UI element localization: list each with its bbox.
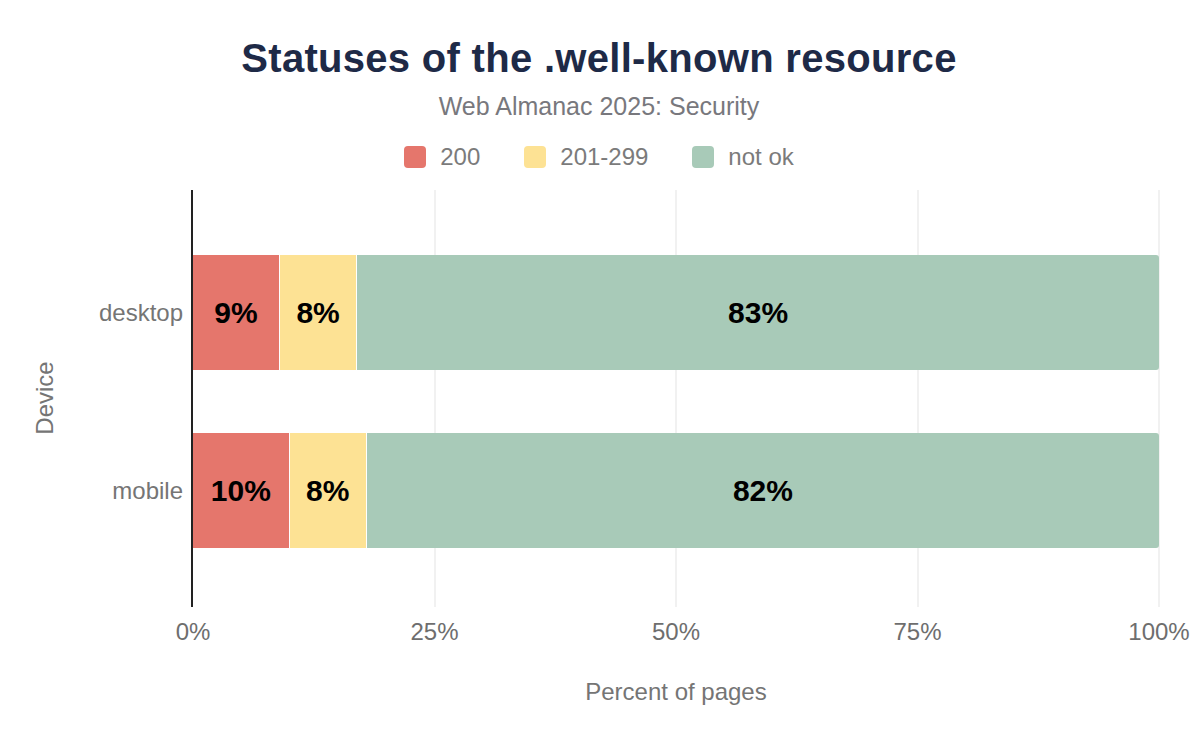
bar-row-desktop: 9% 8% 83%: [193, 255, 1159, 370]
y-axis-title: Device: [31, 361, 59, 434]
plot-area: 9% 8% 83% 10% 8% 82%: [193, 190, 1159, 607]
legend-item: 200: [404, 143, 480, 171]
x-tick-100: 100%: [1128, 618, 1189, 646]
category-label-desktop: desktop: [0, 298, 183, 328]
bar-value-label: 10%: [211, 474, 271, 508]
category-label-mobile: mobile: [0, 476, 183, 506]
bar-value-label: 83%: [728, 296, 788, 330]
legend-swatch: [692, 146, 714, 168]
x-tick-50: 50%: [652, 618, 700, 646]
legend-item: not ok: [692, 143, 793, 171]
bar-segment-desktop-not ok: 83%: [357, 255, 1159, 370]
x-tick-75: 75%: [893, 618, 941, 646]
bar-row-mobile: 10% 8% 82%: [193, 433, 1159, 548]
bar-value-label: 9%: [214, 296, 257, 330]
legend-label: not ok: [728, 143, 793, 171]
legend: 200 201-299 not ok: [0, 143, 1198, 171]
x-axis-ticks: 0%25%50%75%100%: [193, 618, 1159, 648]
legend-swatch: [404, 146, 426, 168]
x-tick-25: 25%: [410, 618, 458, 646]
legend-label: 200: [440, 143, 480, 171]
bar-segment-mobile-201-299: 8%: [290, 433, 367, 548]
bar-segment-desktop-201-299: 8%: [280, 255, 357, 370]
chart-title: Statuses of the .well-known resource: [0, 36, 1198, 81]
x-axis-title: Percent of pages: [193, 678, 1159, 706]
legend-swatch: [524, 146, 546, 168]
bar-segment-mobile-200: 10%: [193, 433, 290, 548]
x-tick-0: 0%: [176, 618, 211, 646]
bar-value-label: 82%: [733, 474, 793, 508]
legend-item: 201-299: [524, 143, 648, 171]
bar-segment-desktop-200: 9%: [193, 255, 280, 370]
bar-value-label: 8%: [306, 474, 349, 508]
legend-label: 201-299: [560, 143, 648, 171]
chart-subtitle: Web Almanac 2025: Security: [0, 92, 1198, 121]
chart-frame: Statuses of the .well-known resource Web…: [0, 0, 1198, 742]
bar-segment-mobile-not ok: 82%: [367, 433, 1159, 548]
bar-value-label: 8%: [296, 296, 339, 330]
